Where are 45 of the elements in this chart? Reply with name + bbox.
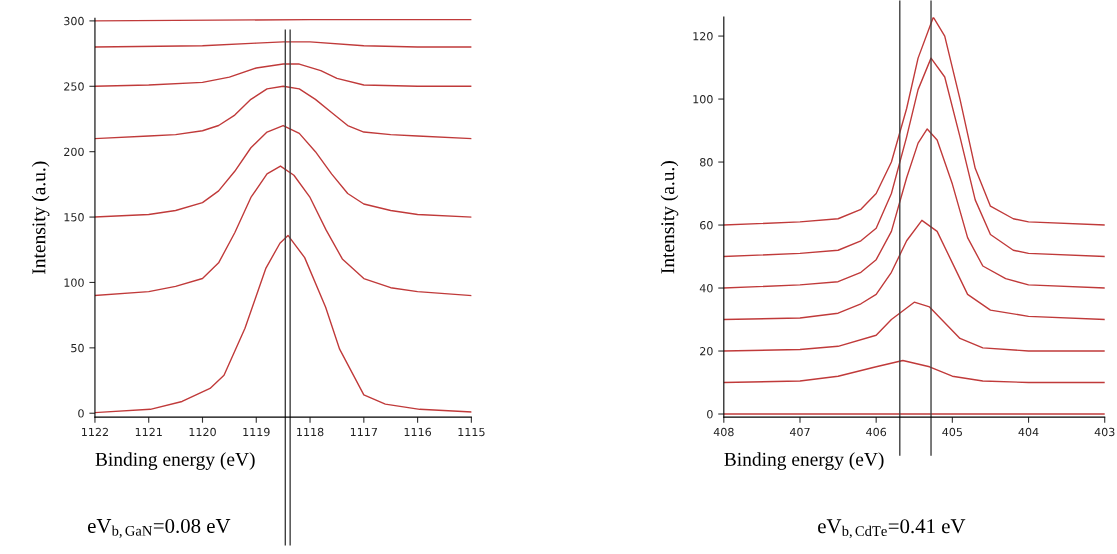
x-tick-label: 1118 (297, 427, 324, 437)
x-axis-title: Binding energy (eV) (724, 452, 884, 470)
x-tick-label: 1116 (404, 427, 432, 437)
x-tick-label: 407 (789, 427, 810, 437)
line-series (94, 63, 472, 87)
line-series (723, 359, 1105, 384)
y-tick-label: 100 (693, 95, 713, 104)
line-series (94, 85, 472, 140)
x-tick-label: 1121 (135, 427, 162, 437)
line-series (94, 234, 472, 414)
line-series (723, 219, 1105, 321)
y-tick-label: 150 (64, 213, 84, 222)
y-tick-label: 300 (64, 16, 84, 26)
line-series (723, 17, 1105, 226)
text: eV$_{b,CdTe}$=0.41 eV (818, 519, 966, 539)
text: eV$_{b,GaN}$=0.08 eV (87, 518, 231, 538)
y-tick-label: 50 (71, 343, 84, 353)
line-series (94, 165, 472, 297)
line-series (723, 57, 1105, 258)
x-tick-label: 1120 (189, 427, 216, 437)
y-tick-label: 0 (78, 409, 84, 418)
y-tick-label: 200 (64, 147, 84, 157)
y-tick-label: 100 (64, 278, 84, 287)
y-axis-title: Intensity (a.u.) (31, 161, 50, 274)
x-tick-label: 408 (713, 427, 734, 437)
x-tick-label: 1115 (458, 427, 485, 437)
y-tick-label: 0 (707, 409, 713, 419)
y-tick-label: 120 (693, 32, 713, 41)
line-series (94, 124, 472, 218)
x-tick-label: 403 (1094, 427, 1115, 437)
y-tick-label: 250 (64, 82, 84, 91)
y-tick-label: 60 (700, 221, 713, 230)
line-series (723, 301, 1105, 352)
x-axis-title: Binding energy (eV) (95, 452, 255, 470)
x-tick-label: 404 (1018, 427, 1039, 437)
x-tick-label: 406 (866, 427, 887, 437)
x-tick-label: 1117 (350, 427, 378, 437)
line-series (723, 128, 1105, 289)
y-tick-label: 20 (700, 347, 713, 356)
y-tick-label: 40 (699, 284, 713, 293)
x-tick-label: 405 (942, 427, 962, 437)
y-axis-title: Intensity (a.u.) (660, 161, 679, 274)
x-tick-label: 1119 (243, 427, 270, 437)
y-tick-label: 80 (700, 158, 713, 167)
x-tick-label: 1122 (82, 427, 108, 437)
